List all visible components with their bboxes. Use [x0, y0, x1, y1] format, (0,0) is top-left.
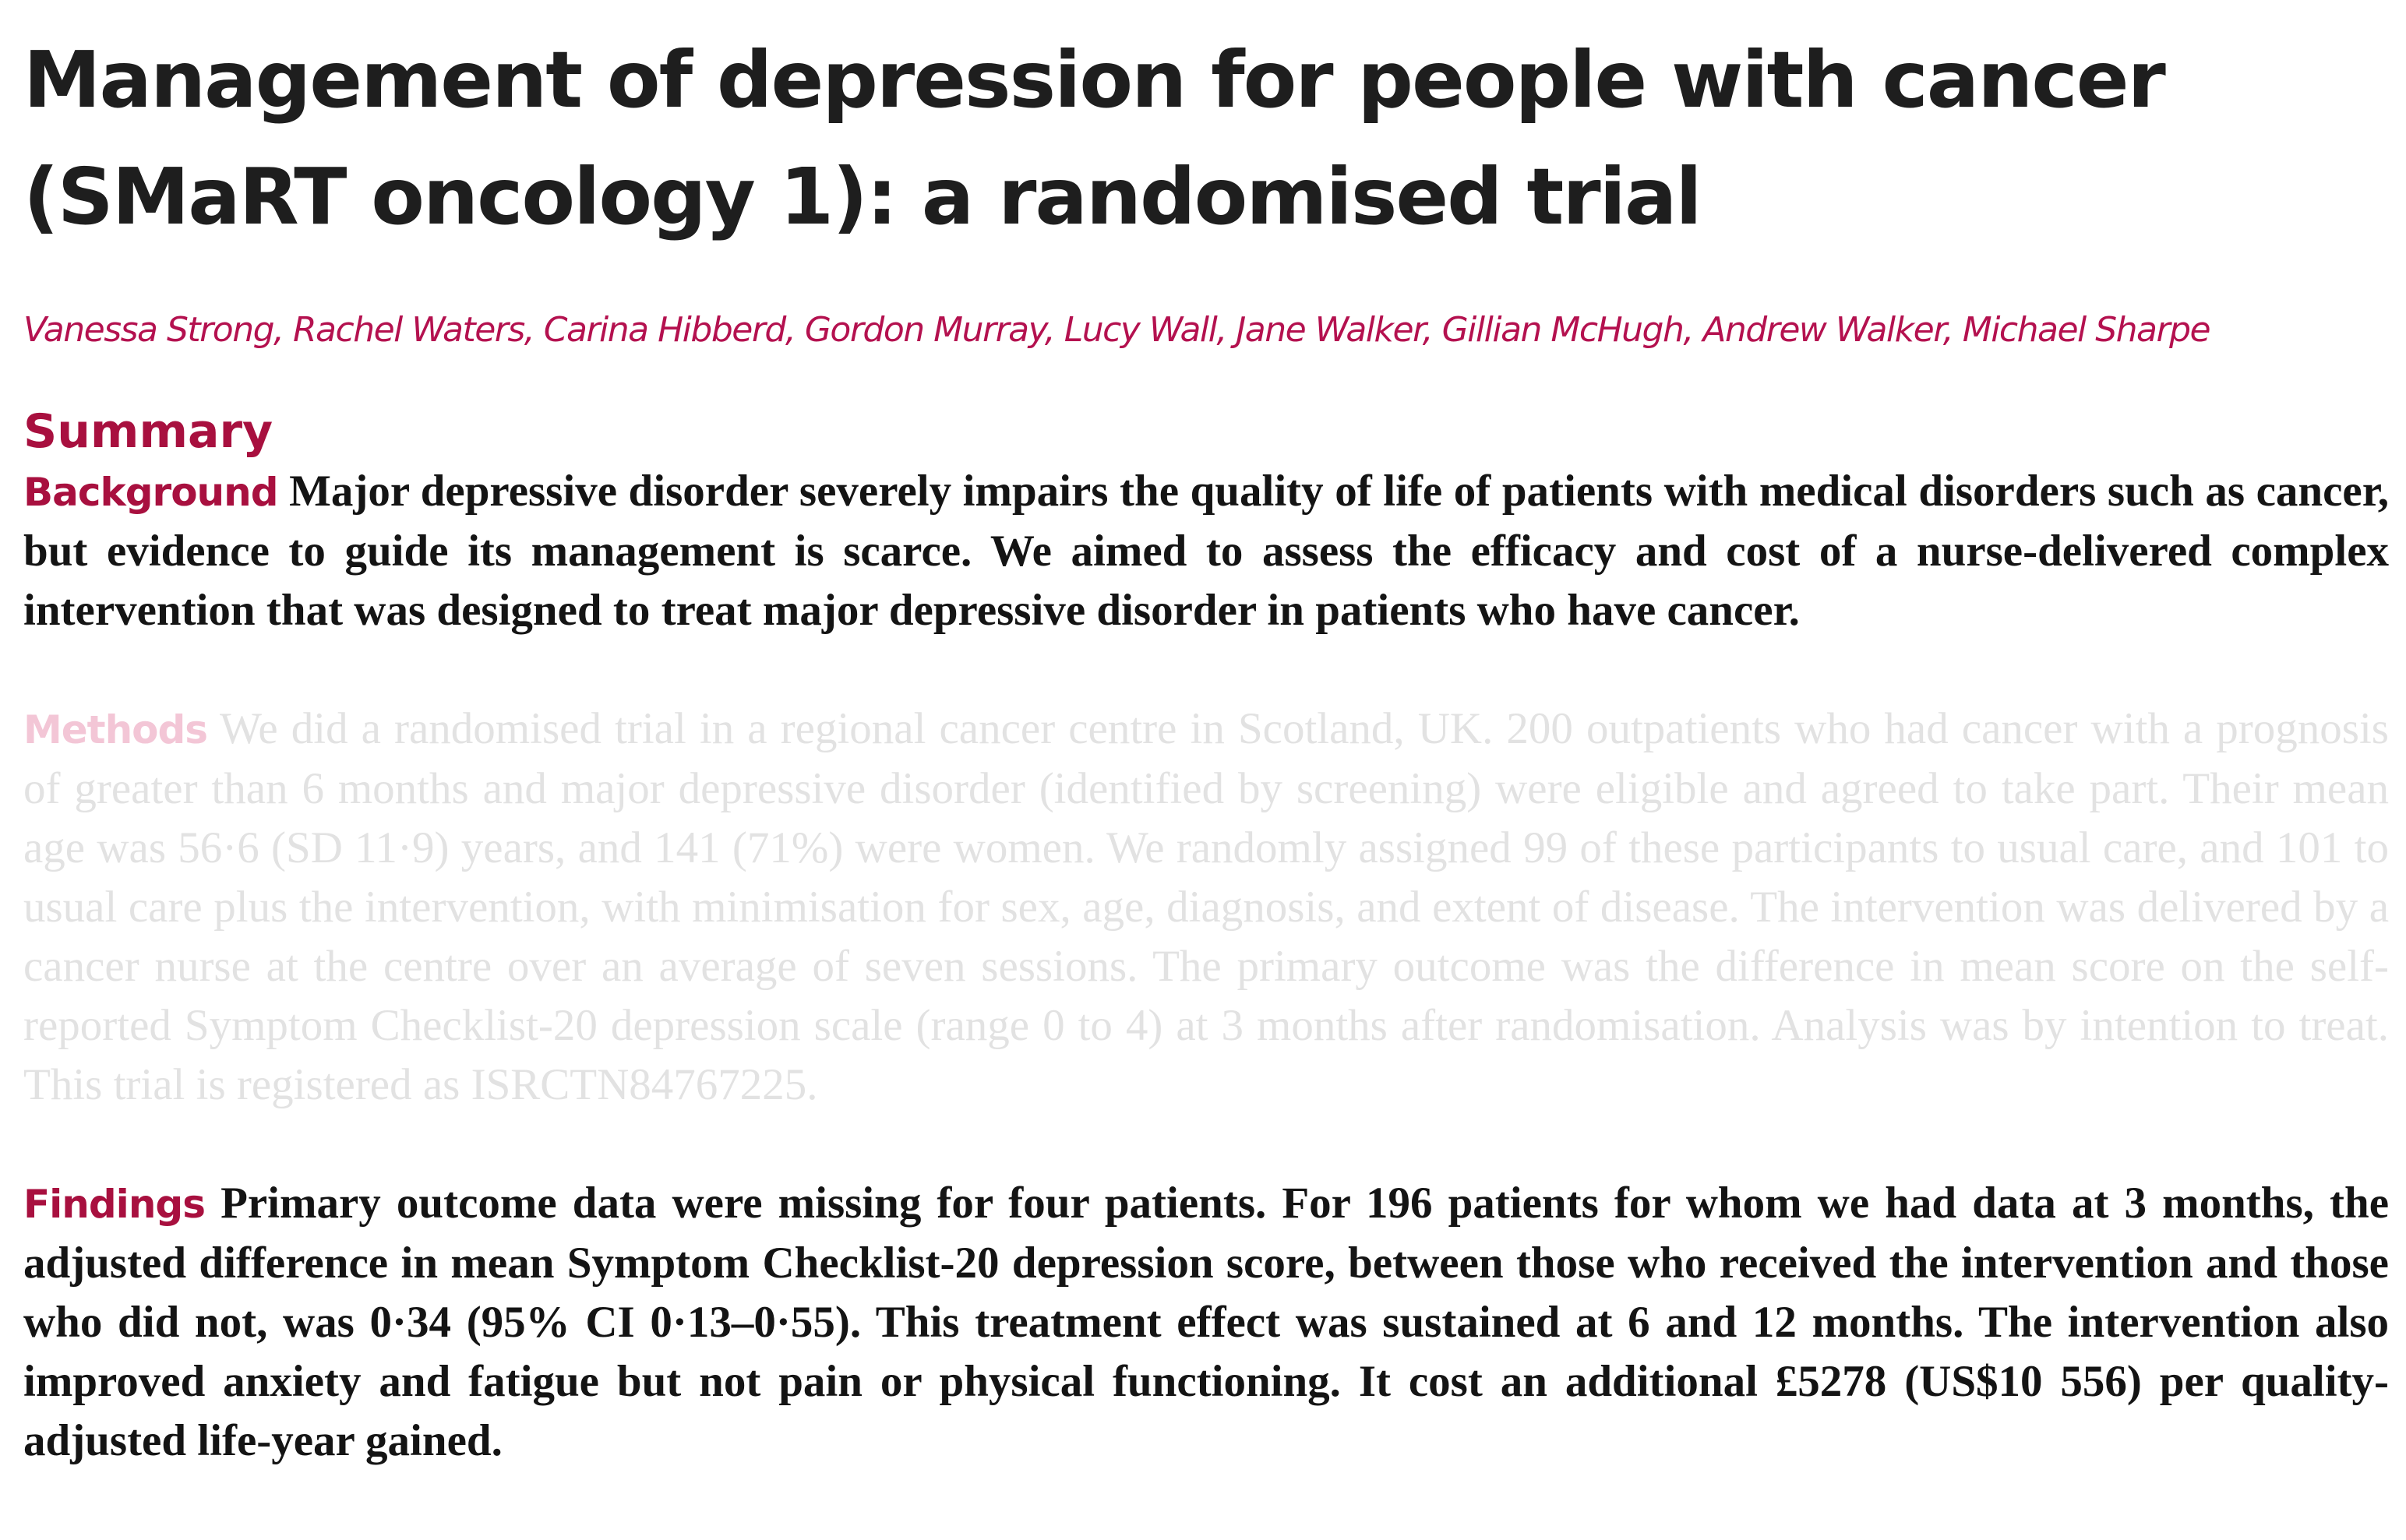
- background-paragraph: Background Major depressive disorder sev…: [23, 462, 2389, 640]
- author-list: Vanessa Strong, Rachel Waters, Carina Hi…: [23, 310, 2211, 350]
- article-title-line-2: (SMaRT oncology 1): a randomised trial: [23, 151, 1702, 242]
- article-page: Management of depression for people with…: [23, 22, 2389, 1471]
- summary-heading: Summary: [23, 404, 273, 459]
- article-title-line-1: Management of depression for people with…: [23, 34, 2166, 125]
- methods-label: Methods: [23, 707, 208, 752]
- methods-paragraph: Methods We did a randomised trial in a r…: [23, 700, 2389, 1115]
- article-title: Management of depression for people with…: [23, 22, 2389, 255]
- background-text: Major depressive disorder severely impai…: [23, 467, 2390, 635]
- findings-label: Findings: [23, 1182, 206, 1227]
- background-label: Background: [23, 470, 279, 515]
- findings-paragraph: Findings Primary outcome data were missi…: [23, 1174, 2389, 1471]
- findings-text: Primary outcome data were missing for fo…: [23, 1179, 2389, 1465]
- methods-text: We did a randomised trial in a regional …: [23, 704, 2389, 1109]
